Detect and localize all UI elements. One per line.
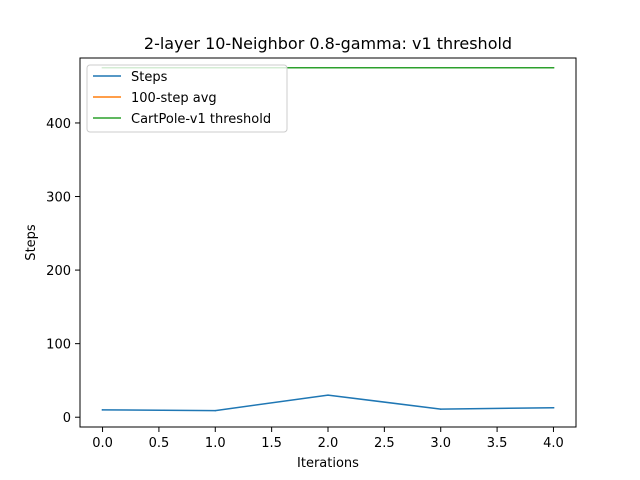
y-tick-label: 200 [46,264,71,279]
x-tick-label: 2.0 [318,436,339,451]
y-tick-label: 300 [46,191,71,206]
x-tick-label: 0.5 [149,436,170,451]
x-tick-label: 0.0 [92,436,113,451]
legend-label: CartPole-v1 threshold [131,112,271,127]
y-tick-label: 400 [46,117,71,132]
x-tick-label: 4.0 [543,436,564,451]
series-point-0-2 [327,394,329,396]
x-axis: 0.0 0.5 1.0 1.5 2.0 2.5 3.0 3.5 4.0 [92,427,564,451]
y-tick-label: 0 [63,411,71,426]
series-point-0-4 [552,406,555,409]
legend-label: Steps [131,70,168,85]
chart-title: 2-layer 10-Neighbor 0.8-gamma: v1 thresh… [144,34,512,53]
series-point-0-0 [101,409,104,411]
x-tick-label: 1.5 [261,436,282,451]
series-point-2-1 [552,67,555,69]
series-point-0-1 [214,409,217,412]
x-tick-label: 1.0 [205,436,226,451]
legend: Steps 100-step avg CartPole-v1 threshold [86,64,288,133]
series-point-0-3 [439,408,442,410]
y-tick-label: 100 [46,338,71,353]
x-axis-label: Iterations [297,456,359,471]
x-tick-label: 3.0 [430,436,451,451]
y-axis: 0 100 200 300 400 [46,117,80,426]
x-tick-label: 3.5 [487,436,508,451]
legend-label: 100-step avg [131,91,217,106]
y-axis-label: Steps [24,224,39,261]
legend-box [86,64,288,133]
x-tick-label: 2.5 [374,436,395,451]
